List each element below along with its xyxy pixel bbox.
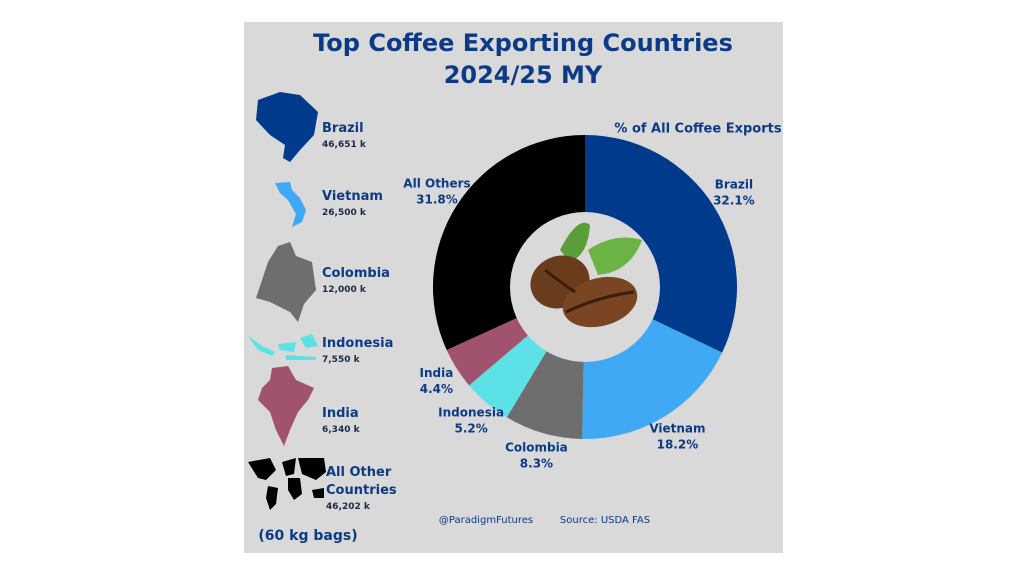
country-icons [248,92,326,510]
country-volume: 46,202 k [326,502,370,512]
country-volume: 26,500 k [322,208,366,218]
country-volume: 12,000 k [322,285,366,295]
segment-label: Vietnam [649,421,705,435]
segment-value-label: 32.1% [713,194,755,208]
country-name: Brazil [322,121,364,136]
credit: @ParadigmFutures [439,515,533,526]
segment-value-label: 31.8% [416,192,458,206]
volume-item: Indonesia 7,550 k [322,335,394,365]
chart-subtitle: 2024/25 MY [444,61,603,89]
brazil-icon [256,92,318,162]
vietnam-icon [275,182,306,227]
country-name: India [322,406,359,421]
india-icon [258,366,314,446]
chart-label: % of All Coffee Exports [614,122,781,137]
volume-item: Vietnam 26,500 k [322,188,394,218]
country-volume: 46,651 k [322,140,366,150]
donut-segment [585,135,738,353]
chart-title: Top Coffee Exporting Countries [313,29,733,57]
country-volume: 7,550 k [322,355,360,365]
segment-label: All Others [403,176,470,190]
volume-item: Colombia 12,000 k [322,265,394,295]
source: Source: USDA FAS [560,515,650,526]
segment-label: Brazil [715,178,753,192]
country-volume: 6,340 k [322,425,360,435]
segment-value-label: 4.4% [420,382,453,396]
donut-segment [506,350,584,439]
volume-item: Brazil 46,651 k [322,120,394,150]
segment-label: Indonesia [438,406,504,420]
donut: Brazil 32.1% Vietnam 18.2% Colombia 8.3% Indon… [403,135,755,471]
donut-segment [446,317,529,386]
donut-segment [469,334,547,418]
segment-value-label: 5.2% [454,422,487,436]
segment-label: India [419,366,453,380]
country-name: Colombia [322,266,390,281]
donut-segment [433,135,585,350]
country-name: Indonesia [322,336,394,351]
indonesia-icon [248,334,318,360]
coffee-image [530,222,642,328]
volume-item: India 6,340 k [322,405,394,435]
donut-segment [582,318,723,439]
segment-value-label: 18.2% [657,437,699,451]
unit-note: (60 kg bags) [258,528,357,544]
colombia-icon [256,242,316,322]
country-name: All Other Countries [326,465,397,498]
volume-item: All Other Countries 46,202 k [326,464,398,512]
segment-value-label: 8.3% [520,457,553,471]
country-name: Vietnam [322,189,383,204]
world-icon [248,458,326,510]
segment-label: Colombia [505,441,568,455]
